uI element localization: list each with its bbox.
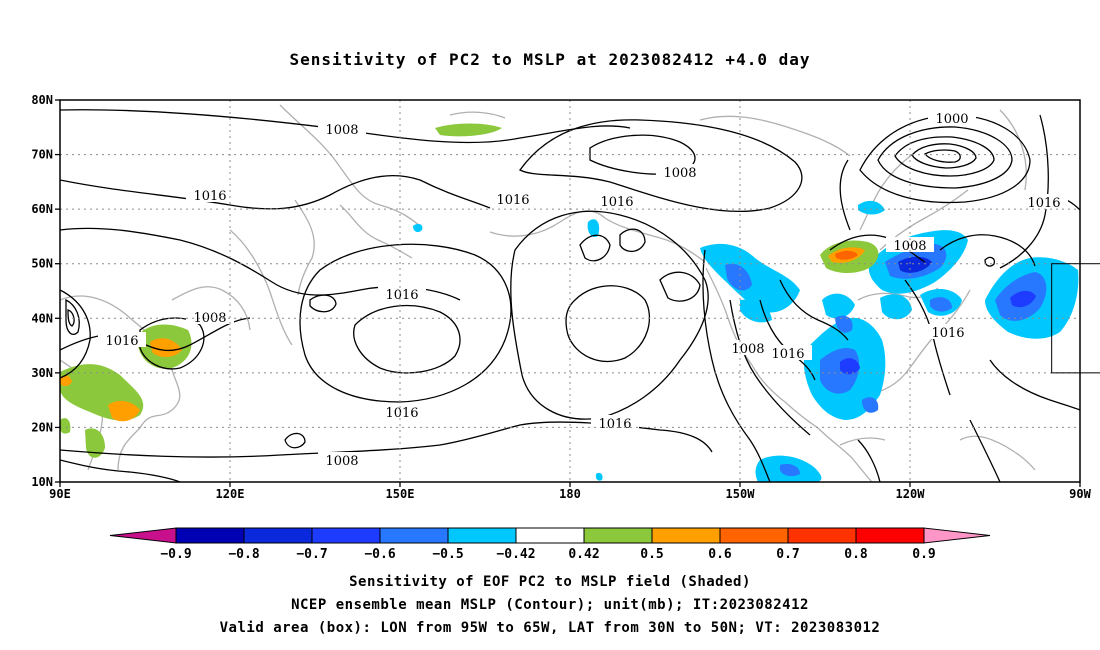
colorbar-segment: [447, 527, 517, 544]
colorbar-segment: [175, 527, 245, 544]
colorbar-label: −0.8: [228, 547, 259, 562]
colorbar-label: 0.9: [912, 547, 935, 562]
contour-label: 1016: [598, 417, 631, 432]
lat-label: 60N: [31, 202, 53, 216]
lon-label: 90E: [49, 487, 71, 501]
lat-label: 70N: [31, 148, 53, 162]
lon-label: 120E: [216, 487, 245, 501]
contour-label: 1016: [496, 193, 529, 208]
lat-label: 10N: [31, 475, 53, 489]
contour-label: 1000: [935, 112, 968, 127]
colorbar-segment: [719, 527, 789, 544]
lat-label: 50N: [31, 257, 53, 271]
contour-labels: 1008 1016 1008 1016 1016 1008 1016 1016 …: [98, 110, 1068, 469]
colorbar-segment: [651, 527, 721, 544]
lat-label: 20N: [31, 420, 53, 434]
colorbar-segment: [515, 527, 585, 544]
colorbar-max-arrow: [923, 527, 991, 544]
colorbar-label: 0.42: [568, 547, 599, 562]
colorbar-label: 0.8: [844, 547, 868, 562]
colorbar-segment: [243, 527, 313, 544]
lon-label: 180: [559, 487, 581, 501]
contour-label: 1008: [325, 454, 358, 469]
lon-label: 150E: [386, 487, 415, 501]
colorbar-min-arrow: [109, 527, 177, 544]
colorbar-label: −0.42: [496, 547, 535, 562]
colorbar-label: −0.9: [160, 547, 191, 562]
lon-label: 120W: [896, 487, 926, 501]
contour-label: 1016: [385, 406, 418, 421]
colorbar-segment: [855, 527, 925, 544]
colorbar-label: 0.6: [708, 547, 732, 562]
graticule: [60, 100, 1080, 482]
colorbar-label: −0.5: [432, 547, 463, 562]
colorbar-label: −0.7: [296, 547, 327, 562]
caption-shaded: Sensitivity of EOF PC2 to MSLP field (Sh…: [349, 574, 751, 590]
lon-label: 90W: [1069, 487, 1091, 501]
caption-valid-area: Valid area (box): LON from 95W to 65W, L…: [219, 620, 881, 636]
contour-label: 1016: [1027, 196, 1060, 211]
contour-label: 1016: [193, 189, 226, 204]
sensitivity-shading: [60, 123, 1079, 482]
contour-label: 1016: [600, 195, 633, 210]
colorbar-label: −0.6: [364, 547, 395, 562]
caption-contour: NCEP ensemble mean MSLP (Contour); unit(…: [291, 597, 809, 613]
chart-title: Sensitivity of PC2 to MSLP at 2023082412…: [289, 50, 811, 69]
colorbar: −0.9 −0.8 −0.7 −0.6 −0.5 −0.42 0.42 0.5 0.6 0.7 0.…: [109, 527, 991, 562]
lat-label: 80N: [31, 93, 53, 107]
colorbar-segment: [583, 527, 653, 544]
contour-label: 1008: [731, 342, 764, 357]
mslp-contours: [60, 109, 1080, 482]
lat-label: 30N: [31, 366, 53, 380]
contour-label: 1008: [893, 239, 926, 254]
colorbar-segment: [787, 527, 857, 544]
contour-label: 1016: [771, 347, 804, 362]
contour-label: 1008: [663, 166, 696, 181]
colorbar-label: 0.5: [640, 547, 663, 562]
contour-label: 1016: [931, 326, 964, 341]
valid-area-box: [1051, 263, 1100, 374]
lat-label: 40N: [31, 311, 53, 325]
coastlines: [60, 104, 1036, 482]
colorbar-label: 0.7: [776, 547, 799, 562]
contour-label: 1016: [105, 334, 138, 349]
lon-label: 150W: [726, 487, 756, 501]
colorbar-segment: [311, 527, 381, 544]
contour-label: 1008: [325, 123, 358, 138]
contour-label: 1016: [385, 288, 418, 303]
colorbar-segment: [379, 527, 449, 544]
